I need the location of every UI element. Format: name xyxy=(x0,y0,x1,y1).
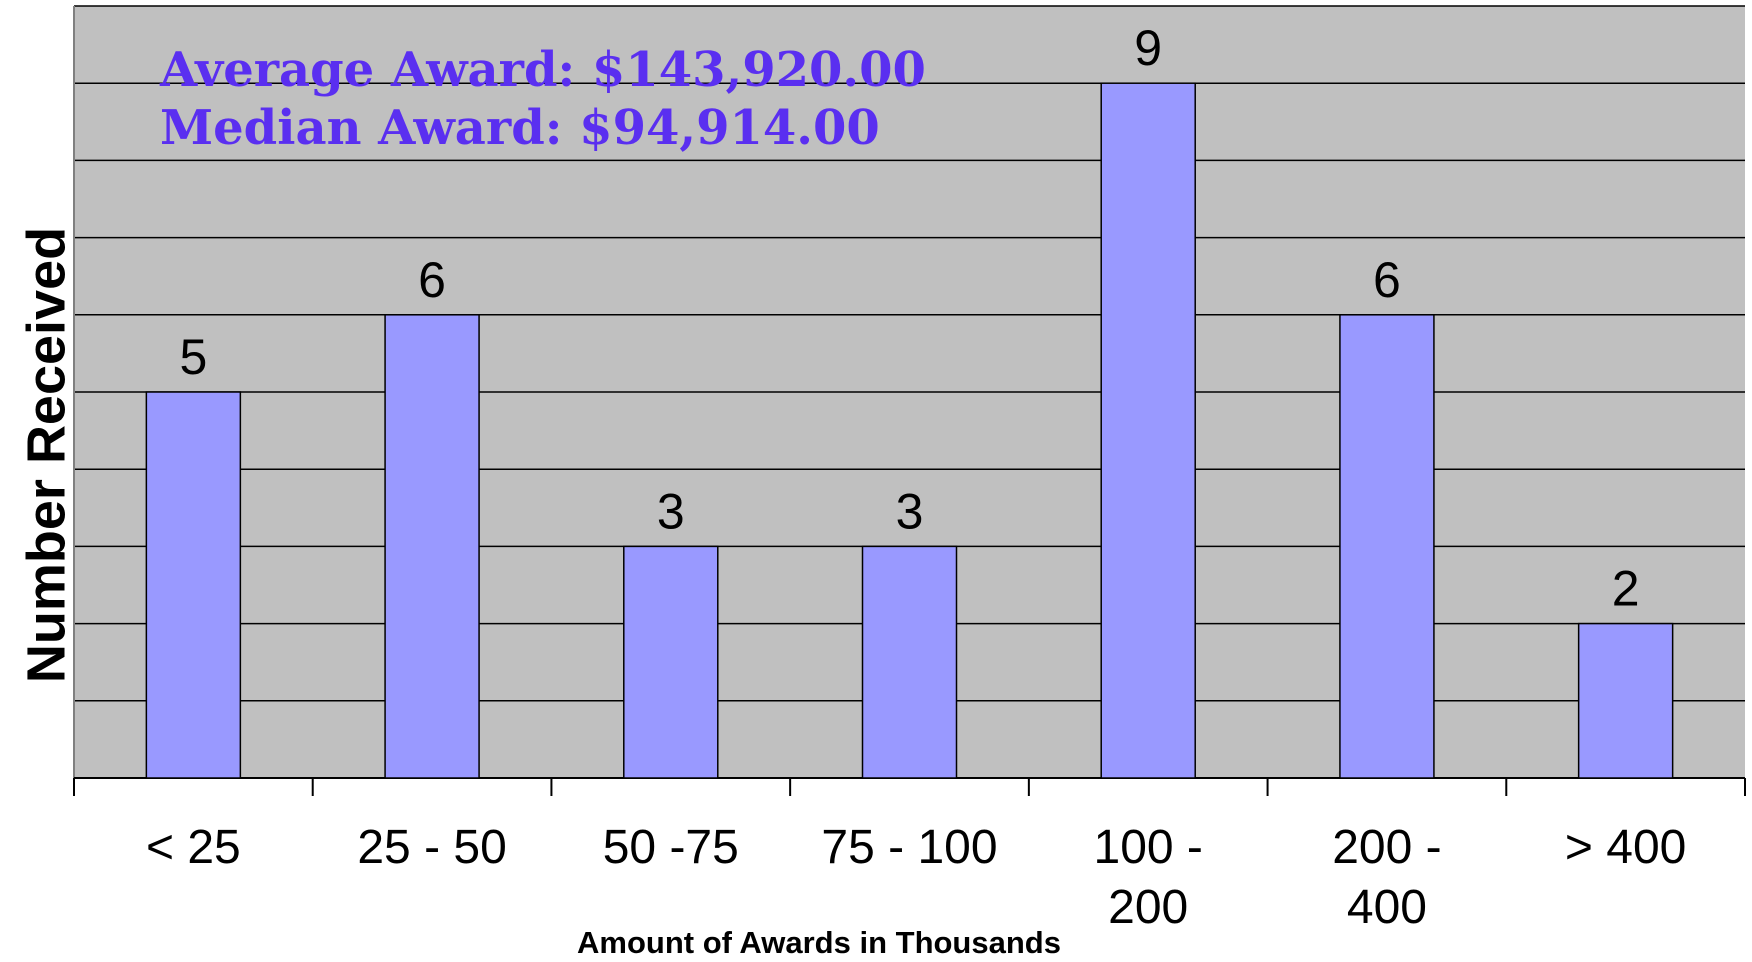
data-label: 5 xyxy=(179,329,207,385)
x-tick-label-box: 75 - 100 xyxy=(821,821,998,874)
x-tick-label: 100 - 200 xyxy=(1093,821,1203,934)
data-label: 3 xyxy=(896,483,924,539)
data-label: 3 xyxy=(657,483,685,539)
x-tick-label: 25 - 50 xyxy=(357,821,507,874)
x-tick-label: 75 - 100 xyxy=(821,821,998,874)
x-tick-label-box: 100 - 200 xyxy=(1093,821,1203,934)
data-label: 6 xyxy=(1373,252,1401,308)
x-tick-label: < 25 xyxy=(145,821,241,874)
bar xyxy=(1100,82,1196,779)
annotation: Average Award: $143,920.00 xyxy=(159,42,926,98)
x-tick-label-box: 200 - 400 xyxy=(1332,821,1442,934)
x-tick-label-box: 25 - 50 xyxy=(357,821,507,874)
bar xyxy=(145,391,242,779)
x-tick-label-box: > 400 xyxy=(1564,821,1687,874)
data-label: 9 xyxy=(1134,20,1162,76)
x-tick-label: 200 - 400 xyxy=(1332,821,1442,934)
bar xyxy=(1339,314,1435,779)
y-axis-label: Number Received xyxy=(16,227,76,683)
bar xyxy=(623,545,719,779)
x-tick-label: 50 -75 xyxy=(602,821,739,874)
bar xyxy=(384,314,480,779)
x-tick-label-box: < 25 xyxy=(145,821,241,874)
x-axis-label: Amount of Awards in Thousands xyxy=(577,925,1061,960)
annotation: Median Award: $94,914.00 xyxy=(160,100,880,156)
bar xyxy=(861,545,958,779)
data-label: 2 xyxy=(1612,561,1640,617)
data-label: 6 xyxy=(418,252,446,308)
x-tick-label-box: 50 -75 xyxy=(602,821,739,874)
bar xyxy=(1577,622,1674,779)
x-tick-label: > 400 xyxy=(1564,821,1687,874)
